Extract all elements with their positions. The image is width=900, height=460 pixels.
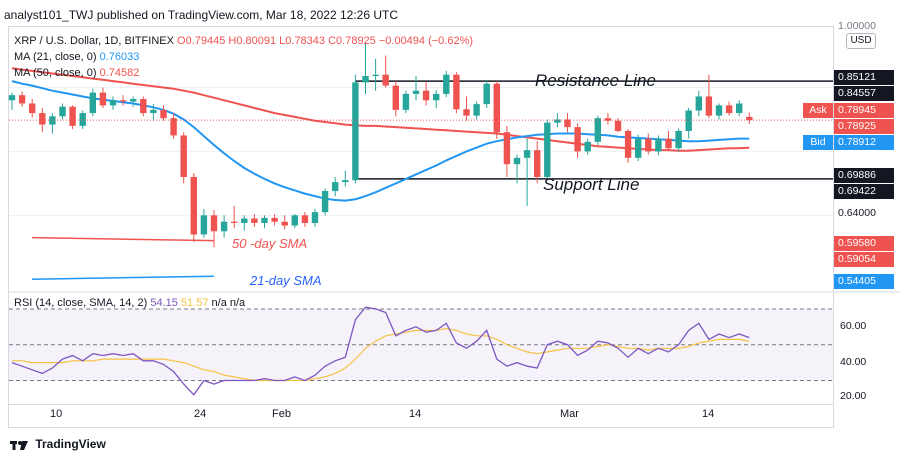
ma50-value: 0.74582 bbox=[99, 67, 140, 79]
legend-row-ma50: MA (50, close, 0) 0.74582 bbox=[14, 65, 473, 81]
time-tick-jan24: 24 bbox=[194, 408, 207, 420]
price-label-sma50: 0.59054 bbox=[834, 252, 894, 267]
rsi-legend: RSI (14, close, SMA, 14, 2) 54.15 51.57 … bbox=[14, 297, 245, 309]
time-tick-mar14: 14 bbox=[702, 408, 715, 420]
symbol-name[interactable]: XRP / U.S. Dollar, 1D, BITFINEX bbox=[14, 35, 174, 47]
sma50-annotation: 50 -day SMA bbox=[232, 236, 308, 251]
tradingview-logo-icon bbox=[10, 440, 28, 450]
price-label-support-high: 0.69886 bbox=[834, 168, 894, 183]
bid-label: Bid bbox=[803, 135, 833, 150]
resistance-line-label: Resistance Line bbox=[535, 71, 656, 90]
time-tick-feb14: 14 bbox=[409, 408, 422, 420]
legend: XRP / U.S. Dollar, 1D, BITFINEX O0.79445… bbox=[14, 33, 473, 81]
price-label-ask: 0.78945 bbox=[834, 103, 894, 118]
sma21-annotation: 21-day SMA bbox=[250, 273, 322, 288]
chart-frame[interactable] bbox=[8, 26, 834, 428]
publish-info: analyst101_TWJ published on TradingView.… bbox=[4, 8, 398, 22]
price-label-sma50-high: 0.59580 bbox=[834, 236, 894, 251]
ma21-value: 0.76033 bbox=[99, 51, 140, 63]
price-label-bid: 0.78912 bbox=[834, 135, 894, 150]
price-label-sma21: 0.54405 bbox=[834, 274, 894, 289]
rsi-label[interactable]: RSI (14, close, SMA, 14, 2) bbox=[14, 297, 148, 309]
rsi-value: 54.15 bbox=[150, 297, 178, 309]
legend-row-symbol: XRP / U.S. Dollar, 1D, BITFINEX O0.79445… bbox=[14, 33, 473, 49]
price-label-grid: 0.64000 bbox=[838, 207, 876, 219]
rsi-tick-60: 60.00 bbox=[840, 320, 867, 332]
price-label-resistance: 0.84557 bbox=[834, 86, 894, 101]
ohlc-values: O0.79445 H0.80091 L0.78343 C0.78925 −0.0… bbox=[177, 35, 474, 47]
rsi-tick-40: 40.00 bbox=[840, 356, 867, 368]
ma21-label[interactable]: MA (21, close, 0) bbox=[14, 51, 97, 63]
currency-button[interactable]: USD bbox=[846, 33, 876, 49]
ask-label: Ask bbox=[803, 103, 833, 118]
rsi-sma-value: 51.57 bbox=[180, 297, 209, 309]
ma50-label[interactable]: MA (50, close, 0) bbox=[14, 67, 97, 79]
legend-row-ma21: MA (21, close, 0) 0.76033 bbox=[14, 49, 473, 65]
header-bar: analyst101_TWJ published on TradingView.… bbox=[0, 0, 900, 26]
time-tick-feb: Feb bbox=[272, 408, 291, 420]
price-label-support: 0.69422 bbox=[834, 184, 894, 199]
support-line-label: Support Line bbox=[543, 175, 640, 194]
price-label-top: 1.00000 bbox=[838, 20, 876, 32]
time-tick-jan10: 10 bbox=[50, 408, 63, 420]
footer-brand[interactable]: TradingView bbox=[10, 437, 106, 451]
price-label-resistance-high: 0.85121 bbox=[834, 70, 894, 85]
rsi-tick-20: 20.00 bbox=[840, 390, 867, 402]
price-label-last: 0.78925 bbox=[834, 119, 894, 134]
time-axis[interactable] bbox=[8, 404, 834, 428]
rsi-na: n/a n/a bbox=[211, 297, 246, 309]
footer-brand-text: TradingView bbox=[35, 437, 106, 451]
time-tick-mar: Mar bbox=[560, 408, 579, 420]
